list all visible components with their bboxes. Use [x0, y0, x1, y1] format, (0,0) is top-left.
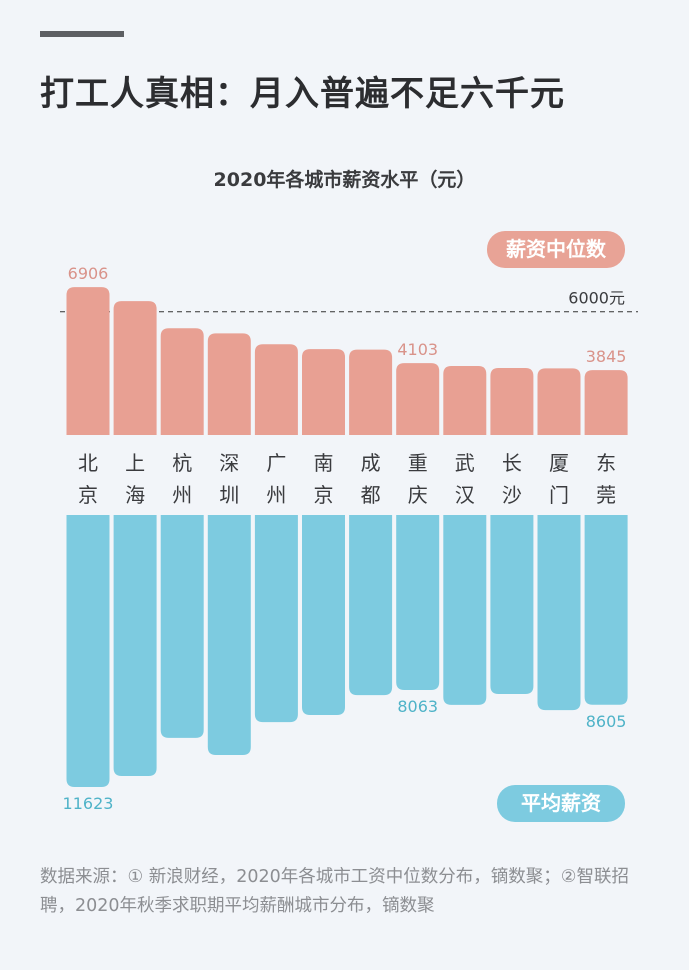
average-value-label: 8605 [586, 712, 627, 731]
median-bar-11 [584, 370, 628, 435]
city-label: 北京 [78, 451, 98, 507]
city-label: 长沙 [502, 451, 522, 507]
median-bar-2 [160, 328, 204, 435]
city-label: 厦门 [549, 451, 569, 507]
chart-title: 2020年各城市薪资水平（元） [213, 169, 476, 191]
legend-average-badge: 平均薪资 [497, 785, 625, 822]
median-value-label: 3845 [586, 347, 627, 366]
median-bar-3 [207, 333, 251, 435]
median-value-label: 6906 [68, 264, 109, 283]
average-value-label: 8063 [397, 697, 438, 716]
median-bar-0 [66, 287, 110, 435]
median-bar-10 [537, 368, 581, 435]
city-label: 广州 [266, 451, 286, 507]
city-label: 深圳 [219, 451, 239, 507]
city-label: 杭州 [172, 451, 192, 507]
data-source-note: 数据来源：① 新浪财经，2020年各城市工资中位数分布，镝数聚；②智联招聘，20… [40, 867, 629, 916]
reference-line-label: 6000元 [568, 289, 625, 308]
city-label: 成都 [361, 451, 381, 507]
median-bar-5 [302, 349, 345, 435]
city-label: 重庆 [408, 451, 428, 507]
city-label: 南京 [314, 451, 334, 507]
average-bar-2 [160, 515, 204, 738]
median-value-label: 4103 [397, 340, 438, 359]
average-bar-11 [584, 515, 628, 705]
city-label: 东莞 [596, 451, 616, 507]
city-label: 上海 [125, 451, 145, 507]
median-bar-6 [349, 349, 393, 435]
average-bar-4 [254, 515, 298, 723]
median-bar-9 [490, 368, 534, 435]
decorative-top-line [40, 31, 124, 37]
average-bar-6 [349, 515, 393, 696]
average-bar-8 [443, 515, 487, 705]
average-bar-3 [207, 515, 251, 756]
median-bar-8 [443, 366, 487, 435]
average-bar-1 [113, 515, 157, 777]
average-bar-5 [302, 515, 345, 715]
median-bar-1 [113, 301, 157, 435]
average-value-label: 11623 [63, 794, 114, 813]
average-bar-0 [66, 515, 110, 788]
median-bar-7 [396, 363, 440, 435]
page-title: 打工人真相：月入普遍不足六千元 [40, 74, 565, 114]
city-label: 武汉 [455, 451, 475, 507]
average-bar-10 [537, 515, 581, 711]
average-bar-7 [396, 515, 440, 691]
median-bar-4 [254, 344, 298, 435]
legend-median-badge: 薪资中位数 [487, 231, 625, 268]
average-bar-9 [490, 515, 534, 695]
